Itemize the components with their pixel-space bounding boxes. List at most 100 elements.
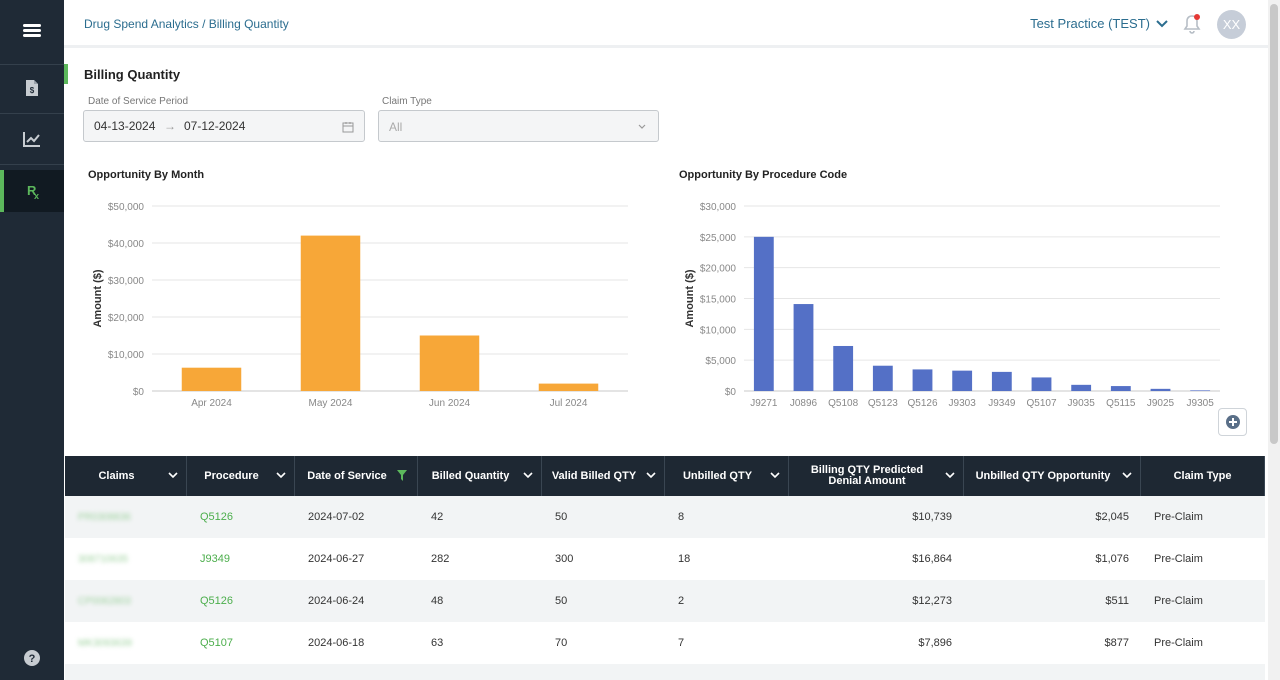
y-axis-label: Amount ($) <box>92 269 104 327</box>
notifications-button[interactable] <box>1182 13 1202 35</box>
table-row[interactable] <box>65 664 1265 680</box>
bar <box>1150 388 1171 391</box>
claim-link[interactable]: CP0062803 <box>78 595 131 607</box>
cell-value: 282 <box>431 553 450 565</box>
cell-claim[interactable]: 308710635 <box>65 538 187 580</box>
menu-button[interactable] <box>0 8 64 52</box>
y-tick-label: $20,000 <box>108 313 145 324</box>
cell-unbilled: 7 <box>665 622 789 664</box>
chevron-down-icon[interactable] <box>945 471 955 479</box>
filter-icon[interactable] <box>397 470 407 481</box>
cell-value: 2024-06-24 <box>308 595 365 607</box>
chevron-down-icon[interactable] <box>276 471 286 479</box>
cell-procedure[interactable]: J9349 <box>187 538 295 580</box>
date-end[interactable]: 07-12-2024 <box>184 119 246 133</box>
column-header[interactable]: Billed Quantity <box>418 456 542 496</box>
chevron-down-icon[interactable] <box>1122 471 1132 479</box>
column-header[interactable]: Valid Billed QTY <box>542 456 665 496</box>
column-header-label: Unbilled QTY <box>682 469 753 482</box>
column-header[interactable]: Procedure <box>187 456 295 496</box>
bar <box>1071 384 1092 391</box>
x-tick-label: J0896 <box>790 398 818 409</box>
chevron-down-icon[interactable] <box>770 471 780 479</box>
table-row[interactable]: PR0308836 Q5126 2024-07-02 42 50 8 $10,739 $2,0… <box>65 496 1265 538</box>
procedure-link[interactable]: Q5107 <box>200 637 234 649</box>
bell-icon <box>1183 14 1201 34</box>
cell-claim[interactable]: CP0062803 <box>65 580 187 622</box>
column-header-label: Claims <box>98 469 135 482</box>
cell-claim[interactable]: PR0308836 <box>65 496 187 538</box>
sidebar-item-billing[interactable]: $ <box>0 66 64 110</box>
cell-opportunity: $2,045 <box>964 496 1141 538</box>
column-header[interactable]: Claims <box>65 456 187 496</box>
procedure-link[interactable]: Q5126 <box>200 595 234 607</box>
cell-billed: 282 <box>418 538 542 580</box>
claim-link[interactable]: 308710635 <box>78 553 129 565</box>
bar <box>872 365 893 391</box>
table-header: Claims Procedure Date of Service Billed Qua… <box>65 456 1265 496</box>
y-tick-label: $50,000 <box>108 202 145 213</box>
zoom-button[interactable] <box>1218 408 1247 436</box>
rx-icon: Rx <box>27 183 39 199</box>
procedure-link[interactable]: Q5126 <box>200 511 234 523</box>
table-row[interactable]: 308710635 J9349 2024-06-27 282 300 18 $16,864 $… <box>65 538 1265 580</box>
bar <box>833 345 854 391</box>
cell-unbilled: 2 <box>665 580 789 622</box>
cell-valid: 300 <box>542 538 665 580</box>
arrow-right-icon: → <box>164 119 176 133</box>
table-body: PR0308836 Q5126 2024-07-02 42 50 8 $10,739 $2,0… <box>65 496 1265 680</box>
bar <box>1031 377 1052 391</box>
practice-selector[interactable]: Test Practice (TEST) <box>1030 16 1168 31</box>
cell-procedure[interactable]: Q5126 <box>187 580 295 622</box>
top-header: Drug Spend Analytics / Billing Quantity … <box>64 0 1268 48</box>
sidebar-item-analytics[interactable] <box>0 117 64 161</box>
claim-link[interactable]: MK3093639 <box>78 637 132 649</box>
column-header[interactable]: Date of Service <box>295 456 418 496</box>
cell-value: 2024-06-27 <box>308 553 365 565</box>
cell-procedure[interactable]: Q5107 <box>187 622 295 664</box>
column-header[interactable]: Billing QTY Predicted Denial Amount <box>789 456 964 496</box>
date-start[interactable]: 04-13-2024 <box>94 119 156 133</box>
month-chart: $0 $10,000 $20,000 $30,000 $40,000 $50,000 Amo… <box>92 202 628 409</box>
procedure-link[interactable]: J9349 <box>200 553 230 565</box>
cell-value: 50 <box>555 511 568 523</box>
breadcrumb[interactable]: Drug Spend Analytics / Billing Quantity <box>84 17 289 31</box>
cell-value: Pre-Claim <box>1154 553 1203 565</box>
cell-billed: 63 <box>418 622 542 664</box>
date-period-label: Date of Service Period <box>88 96 189 107</box>
vertical-scrollbar[interactable] <box>1268 0 1280 680</box>
x-tick-label: J9305 <box>1187 398 1215 409</box>
chevron-down-icon[interactable] <box>646 471 656 479</box>
cell-claim[interactable]: MK3093639 <box>65 622 187 664</box>
y-tick-label: $10,000 <box>108 350 145 361</box>
cell-unbilled: 18 <box>665 538 789 580</box>
table-row[interactable]: CP0062803 Q5126 2024-06-24 48 50 2 $12,273 $511… <box>65 580 1265 622</box>
table-row[interactable]: MK3093639 Q5107 2024-06-18 63 70 7 $7,896 $877 P… <box>65 622 1265 664</box>
sidebar-item-help[interactable]: ? <box>0 636 64 680</box>
chevron-down-icon[interactable] <box>523 471 533 479</box>
date-range-picker[interactable]: 04-13-2024 → 07-12-2024 <box>83 110 365 142</box>
column-header-label: Billed Quantity <box>431 469 510 482</box>
cell-value: 18 <box>678 553 691 565</box>
column-header[interactable]: Unbilled QTY Opportunity <box>964 456 1141 496</box>
claim-link[interactable]: PR0308836 <box>78 511 131 523</box>
plus-circle-icon <box>1225 415 1240 429</box>
chevron-down-icon[interactable] <box>168 471 178 479</box>
scrollbar-thumb[interactable] <box>1270 4 1278 444</box>
y-tick-label: $0 <box>133 387 145 398</box>
x-tick-label: Q5126 <box>907 398 937 409</box>
cell-valid: 50 <box>542 496 665 538</box>
x-tick-label: Q5107 <box>1026 398 1056 409</box>
column-header[interactable]: Claim Type <box>1141 456 1265 496</box>
cell-value: Pre-Claim <box>1154 595 1203 607</box>
claim-type-select[interactable]: All <box>378 110 659 142</box>
cell-procedure[interactable]: Q5126 <box>187 496 295 538</box>
column-header[interactable]: Unbilled QTY <box>665 456 789 496</box>
x-tick-label: Q5115 <box>1106 398 1136 409</box>
y-tick-label: $30,000 <box>700 202 737 213</box>
avatar[interactable]: XX <box>1217 10 1246 39</box>
procedure-code-chart: $0 $5,000 $10,000 $15,000 $20,000 $25,000 $30,… <box>684 202 1220 409</box>
chevron-down-icon <box>638 124 646 129</box>
